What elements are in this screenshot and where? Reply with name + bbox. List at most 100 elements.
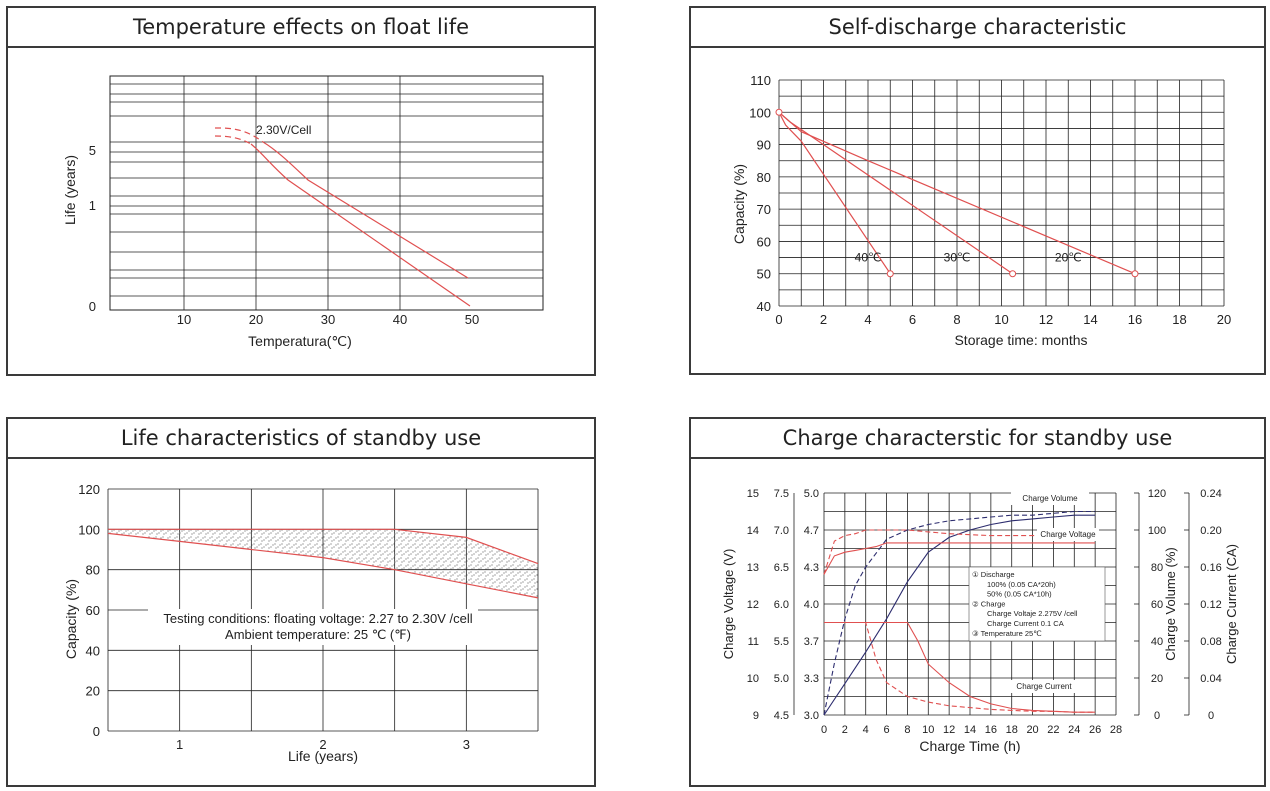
y-tick-label: 12 [747,599,759,611]
x-tick-label: 50 [465,312,479,327]
series-label-bg [1037,528,1099,541]
legend-text: ② Charge [972,599,1005,608]
x-axis-label: Charge Time (h) [919,738,1020,754]
y2-tick-label: 20 [1151,673,1163,685]
x-tick-label: 18 [1006,724,1018,736]
series-line-upper [262,141,469,279]
series-label: Charge Current [1016,682,1072,691]
float-life-panel: Temperature effects on float life 10 20 30… [6,6,596,376]
y-tick-label: 70 [757,202,771,217]
x-axis-label: Life (years) [288,748,358,764]
y-tick-label: 60 [757,234,771,249]
origin-marker [775,108,783,116]
series-line [823,529,1096,575]
x-tick-label: 6 [884,724,890,736]
legend-text: ③ Temperature 25℃ [972,629,1042,638]
x-tick-label: 12 [943,724,955,736]
y-tick-label: 7.0 [774,525,789,537]
y2-tick-label: 80 [1151,562,1163,574]
y-tick-label: 0 [89,299,96,314]
y-axis-label-current: Charge Current (CA) [1224,544,1239,664]
x-tick-label: 22 [1047,724,1059,736]
y2-tick-label: 120 [1148,488,1166,500]
y2-tick-label: 0 [1154,710,1160,722]
y-axis-label: Capacity (%) [63,579,79,659]
legend-box [968,566,1106,642]
legend-text: Charge Current 0.1 CA [987,619,1064,628]
y-tick-label: 3.7 [804,636,819,648]
y3-tick-label: 0.16 [1200,562,1221,574]
x-tick-label: 6 [909,312,916,327]
y-tick-label: 14 [747,525,759,537]
y-tick-label: 3.0 [804,710,819,722]
y3-tick-label: 0.20 [1200,525,1221,537]
y-tick-label: 0 [93,724,100,739]
y-tick-label: 15 [747,488,759,500]
y-tick-label: 3.3 [804,673,819,685]
legend-text: 100% (0.05 CA*20h) [987,580,1056,589]
y3-tick-label: 0.04 [1200,673,1221,685]
x-tick-label: 20 [1026,724,1038,736]
y-tick-label: 80 [757,170,771,185]
series-label-bg [1011,680,1077,693]
series-label: 40℃ [855,251,882,265]
charge-standby-title: Charge characterstic for standby use [691,419,1264,459]
x-tick-label: 3 [463,737,470,752]
legend-text: ① Discharge [972,570,1015,579]
annotation-bg [148,609,478,645]
legend-text: Charge Voltaje 2.275V /cell [987,609,1078,618]
series-line [824,621,1096,713]
series-dash-lower [214,135,252,145]
y2-tick-label: 60 [1151,599,1163,611]
y-tick-label: 5.0 [804,488,819,500]
series-label: 30℃ [944,251,971,265]
x-tick-label: 8 [953,312,960,327]
series-end-marker [1131,270,1139,278]
y-tick-label: 13 [747,562,759,574]
series-line-upper [108,528,539,565]
y-axis-label-voltage: Charge Voltage (V) [721,549,736,660]
standby-life-panel: Life characteristics of standby use 1 2 3 0… [6,417,596,787]
x-tick-label: 2 [820,312,827,327]
x-axis-label: Temperatura(℃) [248,333,352,349]
y-tick-label: 6.0 [774,599,789,611]
y-axis-label: Capacity (%) [731,164,747,244]
legend-text: 50% (0.05 CA*10h) [987,590,1052,599]
y-tick-label: 10 [747,673,759,685]
standby-life-title: Life characteristics of standby use [8,419,594,459]
y3-tick-label: 0.24 [1200,488,1221,500]
y-tick-label: 40 [757,299,771,314]
series-label: Charge Voltage [1040,530,1096,539]
x-tick-label: 10 [177,312,191,327]
y-tick-label: 5 [89,143,96,158]
x-tick-label: 1 [176,737,183,752]
y3-tick-label: 0.08 [1200,636,1221,648]
x-tick-label: 4 [864,312,871,327]
x-tick-label: 16 [985,724,997,736]
y2-tick-label: 100 [1148,525,1166,537]
series-line [778,111,1136,275]
y-tick-label: 40 [86,643,100,658]
x-tick-label: 40 [393,312,407,327]
y-tick-label: 80 [86,563,100,578]
plot-frame [109,75,544,311]
y-tick-label: 120 [78,482,100,497]
series-line [823,542,1096,575]
x-tick-label: 16 [1128,312,1142,327]
x-tick-label: 10 [994,312,1008,327]
y-tick-label: 1 [89,198,96,213]
x-tick-label: 0 [821,724,827,736]
y3-tick-label: 0 [1208,710,1214,722]
annotation-line-2: Ambient temperature: 25 ℃ (℉) [225,627,411,642]
series-end-marker [1009,270,1017,278]
y-tick-label: 90 [757,138,771,153]
y-tick-label: 60 [86,603,100,618]
x-tick-label: 12 [1039,312,1053,327]
y-tick-label: 100 [78,522,100,537]
x-tick-label: 2 [842,724,848,736]
series-end-marker [886,270,894,278]
y-tick-label: 50 [757,267,771,282]
y-tick-label: 7.5 [774,488,789,500]
x-tick-label: 30 [321,312,335,327]
